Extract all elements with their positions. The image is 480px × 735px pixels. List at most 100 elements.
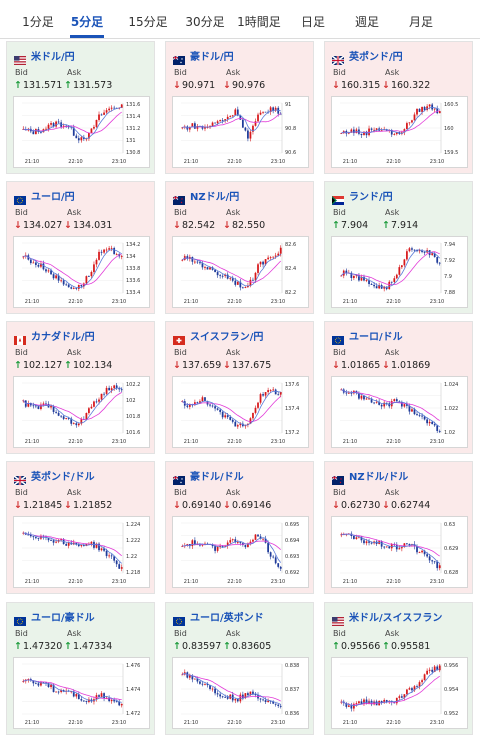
tab-5[interactable]: 日足 [300, 15, 325, 29]
tab-0[interactable]: 1分足 [22, 15, 54, 29]
candle-body [239, 542, 242, 544]
tab-3[interactable]: 30分足 [185, 15, 225, 29]
moving-average-long [182, 257, 281, 283]
candle-body [90, 271, 93, 277]
mini-price-chart[interactable]: 160.5 160 159.5 21:10 22:10 23:10 [331, 96, 468, 168]
bid-value: ↑102.127 [14, 360, 62, 371]
currency-pair-link[interactable]: NZドル/円 [190, 192, 240, 203]
candle-body [57, 412, 60, 416]
x-tick-label: 21:10 [343, 159, 357, 165]
currency-pair-link[interactable]: 英ポンド/ドル [31, 472, 95, 483]
candle-body [214, 406, 216, 409]
arrow-up-icon: ↑ [14, 80, 22, 91]
candle-body [80, 284, 83, 287]
y-tick-label: 137.4 [285, 406, 299, 412]
mini-price-chart[interactable]: 1.476 1.474 1.472 21:10 22:10 23:10 [13, 657, 150, 729]
rate-card[interactable]: スイスフラン/円 Bid Ask ↓137.659 ↓137.675 137.6 137.4… [165, 321, 314, 454]
candle-body [37, 264, 40, 267]
mini-price-chart[interactable]: 134.2 134 133.8 133.6 133.4 21:10 22:10 23:10 [13, 236, 150, 308]
rate-card[interactable]: NZドル/円 Bid Ask ↓82.542 ↓82.550 82.6 82.4 82.2 21… [165, 181, 314, 314]
tab-6[interactable]: 週足 [354, 15, 379, 29]
rate-card[interactable]: 米ドル/スイスフラン Bid Ask ↑0.95566 ↑0.95581 0.956 0.9… [324, 602, 473, 735]
rate-card[interactable]: ユーロ/ドル Bid Ask ↓1.01865 ↓1.01869 1.024 1.022 1.… [324, 321, 473, 454]
candle-body [72, 423, 75, 425]
candle-body [428, 556, 431, 561]
mini-price-chart[interactable]: 131.6 131.4 131.2 131 130.8 21:10 22:10 23:10 [13, 96, 150, 168]
candle-body [390, 130, 393, 135]
candle-body [355, 275, 358, 277]
mini-price-chart[interactable]: 0.956 0.954 0.952 21:10 22:10 23:10 [331, 657, 468, 729]
rate-card[interactable]: ランド/円 Bid Ask ↑7.904 ↑7.914 7.94 7.92 7.9 7.88 21… [324, 181, 473, 314]
currency-pair-link[interactable]: 豪ドル/円 [190, 52, 234, 63]
mini-price-chart[interactable]: 82.6 82.4 82.2 21:10 22:10 23:10 [172, 236, 309, 308]
ask-value-text: 90.976 [231, 80, 266, 91]
candle-body [120, 567, 123, 569]
mini-price-chart[interactable]: 1.224 1.222 1.22 1.218 21:10 22:10 23:10 [13, 516, 150, 588]
candle-body [191, 256, 194, 262]
candle-body [60, 539, 63, 541]
rate-card[interactable]: 英ポンド/円 Bid Ask ↓160.315 ↓160.322 160.5 160 159.… [324, 41, 473, 174]
currency-pair-link[interactable]: スイスフラン/円 [190, 332, 264, 343]
mini-price-chart[interactable]: 91 90.8 90.6 21:10 22:10 23:10 [172, 96, 309, 168]
rate-card[interactable]: NZドル/ドル Bid Ask ↓0.62730 ↓0.62744 0.63 0.629 0.… [324, 461, 473, 594]
arrow-down-icon: ↓ [173, 360, 181, 371]
candle-body [118, 701, 121, 706]
currency-pair-link[interactable]: ランド/円 [349, 192, 393, 203]
candle-body [423, 251, 426, 253]
candle-body [77, 694, 80, 700]
currency-pair-link[interactable]: ユーロ/円 [31, 192, 75, 203]
currency-pair-link[interactable]: 米ドル/スイスフラン [349, 613, 443, 624]
candle-body [259, 536, 262, 539]
tab-4[interactable]: 1時間足 [237, 15, 281, 29]
mini-price-chart[interactable]: 137.6 137.4 137.2 21:10 22:10 23:10 [172, 376, 309, 448]
mini-price-chart[interactable]: 0.695 0.694 0.693 0.692 21:10 22:10 23:10 [172, 516, 309, 588]
currency-pair-link[interactable]: ユーロ/英ポンド [190, 613, 264, 624]
currency-pair-link[interactable]: ユーロ/ドル [349, 332, 403, 343]
mini-price-chart[interactable]: 0.838 0.837 0.836 21:10 22:10 23:10 [172, 657, 309, 729]
candle-body [234, 280, 237, 285]
bid-label: Bid [333, 68, 346, 77]
candle-body [224, 274, 227, 277]
x-tick-label: 23:10 [271, 439, 285, 445]
mini-price-chart[interactable]: 0.63 0.629 0.628 21:10 22:10 23:10 [331, 516, 468, 588]
currency-pair-link[interactable]: ユーロ/豪ドル [31, 613, 95, 624]
candle-body [214, 546, 216, 551]
candle-body [103, 693, 105, 699]
candle-body [418, 415, 421, 417]
currency-pair-link[interactable]: 豪ドル/ドル [190, 472, 244, 483]
arrow-up-icon: ↑ [64, 641, 72, 652]
mini-price-chart[interactable]: 7.94 7.92 7.9 7.88 21:10 22:10 23:10 [331, 236, 468, 308]
rate-card[interactable]: ユーロ/円 Bid Ask ↓134.027 ↓134.031 134.2 134 133.8… [6, 181, 155, 314]
rate-card[interactable]: 英ポンド/ドル Bid Ask ↓1.21845 ↓1.21852 1.224 1.222 1… [6, 461, 155, 594]
rate-card[interactable]: ユーロ/英ポンド Bid Ask ↑0.83597 ↑0.83605 0.838 0.837… [165, 602, 314, 735]
candle-body [423, 674, 426, 681]
currency-pair-link[interactable]: NZドル/ドル [349, 472, 409, 483]
mini-price-chart[interactable]: 102.2 102 101.8 101.6 21:10 22:10 23:10 [13, 376, 150, 448]
rate-card[interactable]: 米ドル/円 Bid Ask ↑131.571 ↑131.573 131.6 131.4 131… [6, 41, 155, 174]
y-tick-label: 7.9 [444, 274, 452, 280]
currency-pair-link[interactable]: カナダドル/円 [31, 332, 95, 343]
rate-card[interactable]: ユーロ/豪ドル Bid Ask ↑1.47320 ↑1.47334 1.476 1.474 1… [6, 602, 155, 735]
tab-2[interactable]: 15分足 [128, 15, 168, 29]
mini-price-chart[interactable]: 1.024 1.022 1.02 21:10 22:10 23:10 [331, 376, 468, 448]
rate-card[interactable]: カナダドル/円 Bid Ask ↑102.127 ↑102.134 102.2 102 101… [6, 321, 155, 454]
moving-average-long [182, 540, 281, 550]
candlestick-svg: 91 90.8 90.6 21:10 22:10 23:10 [181, 102, 296, 165]
candle-body [411, 120, 413, 123]
candle-body [113, 107, 116, 109]
y-tick-label: 134.2 [126, 242, 140, 248]
currency-pair-link[interactable]: 米ドル/円 [31, 52, 75, 63]
candle-body [186, 544, 189, 546]
candle-body [421, 680, 423, 683]
moving-average-long [23, 679, 122, 700]
currency-pair-link[interactable]: 英ポンド/円 [349, 52, 403, 63]
candle-body [380, 700, 383, 703]
tab-7[interactable]: 月足 [408, 15, 433, 29]
moving-average-short [23, 106, 122, 140]
tab-1[interactable]: 5分足 [64, 0, 110, 38]
candle-body [347, 132, 350, 134]
rate-card[interactable]: 豪ドル/円 Bid Ask ↓90.971 ↓90.976 91 90.8 90.6 21:10… [165, 41, 314, 174]
moving-average-long [182, 113, 281, 129]
rate-card[interactable]: 豪ドル/ドル Bid Ask ↓0.69140 ↓0.69146 0.695 0.694 0.… [165, 461, 314, 594]
moving-average-short [22, 387, 122, 424]
